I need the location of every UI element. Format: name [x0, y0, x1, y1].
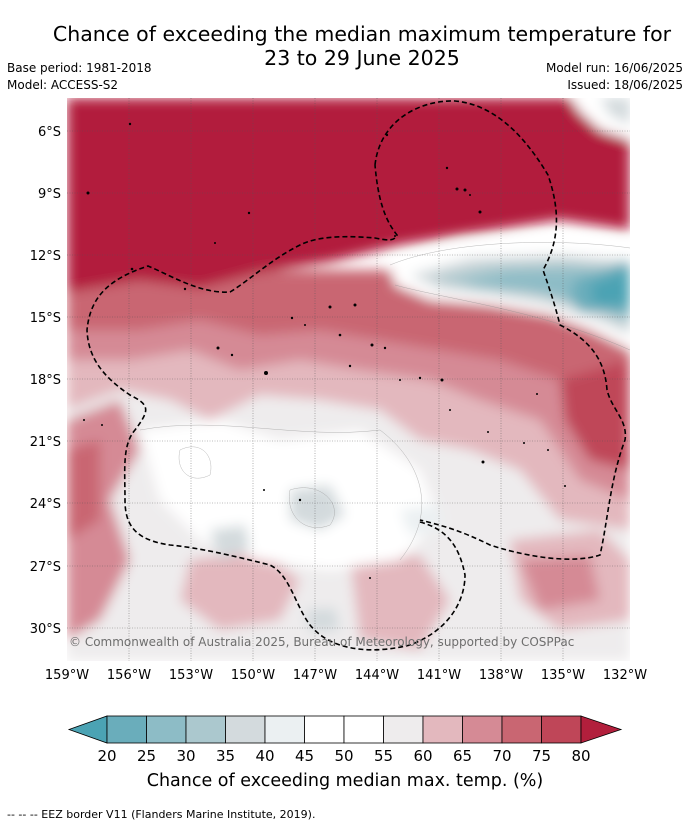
map-title: Chance of exceeding the median maximum t… — [0, 22, 690, 70]
lat-label: 27°S — [30, 560, 61, 575]
lat-label: 6°S — [38, 125, 61, 140]
colorbar-tick-label: 35 — [216, 747, 235, 765]
colorbar-segment — [462, 715, 503, 744]
eez-border — [86, 100, 627, 651]
colorbar-label: Chance of exceeding median max. temp. (%… — [146, 771, 544, 791]
lon-label: 132°W — [603, 668, 647, 683]
lon-label: 144°W — [355, 668, 399, 683]
colorbar-segment — [185, 715, 226, 744]
colorbar-tick-label: 45 — [295, 747, 314, 765]
model-name: Model: ACCESS-S2 — [7, 78, 119, 92]
colorbar-segment — [383, 715, 424, 744]
colorbar-extend-low — [67, 715, 108, 744]
lat-label: 24°S — [30, 497, 61, 512]
colorbar-segment — [146, 715, 187, 744]
colorbar-tick-label: 20 — [97, 747, 116, 765]
issued-date: Issued: 18/06/2025 — [567, 78, 683, 92]
copyright-text: © Commonwealth of Australia 2025, Bureau… — [69, 635, 574, 649]
colorbar-tick-label: 30 — [176, 747, 195, 765]
colorbar-tick-label: 60 — [413, 747, 432, 765]
colorbar-segment — [264, 715, 305, 744]
lon-label: 138°W — [479, 668, 523, 683]
colorbar-segment — [501, 715, 542, 744]
colorbar-tick-label: 80 — [571, 747, 590, 765]
colorbar-segment — [225, 715, 266, 744]
lat-label: 30°S — [30, 622, 61, 637]
colorbar-extend-high — [580, 715, 623, 744]
lon-label: 147°W — [293, 668, 337, 683]
colorbar-segment — [541, 715, 582, 744]
colorbar-tick-label: 70 — [492, 747, 511, 765]
lon-label: 153°W — [169, 668, 213, 683]
colorbar: 20 25 30 35 40 45 50 55 60 65 70 75 80 — [67, 715, 623, 765]
longitude-labels: 159°W 156°W 153°W 150°W 147°W 144°W 141°… — [45, 668, 647, 683]
lat-label: 12°S — [30, 249, 61, 264]
colorbar-segment — [304, 715, 345, 744]
colorbar-segment — [343, 715, 384, 744]
base-period: Base period: 1981-2018 — [7, 61, 152, 75]
colorbar-tick-label: 40 — [255, 747, 274, 765]
lat-label: 18°S — [30, 373, 61, 388]
islands — [83, 122, 566, 579]
colorbar-segment — [422, 715, 463, 744]
lon-label: 156°W — [107, 668, 151, 683]
latitude-labels: 6°S 9°S 12°S 15°S 18°S 21°S 24°S 27°S 30… — [30, 125, 61, 637]
eez-footnote: -- -- -- EEZ border V11 (Flanders Marine… — [7, 808, 316, 821]
lon-label: 141°W — [417, 668, 461, 683]
colorbar-tick-label: 65 — [453, 747, 472, 765]
title-line-2: 23 to 29 June 2025 — [264, 46, 460, 70]
lon-label: 135°W — [541, 668, 585, 683]
title-line-1: Chance of exceeding the median maximum t… — [52, 22, 672, 46]
colorbar-tick-label: 55 — [374, 747, 393, 765]
lat-label: 21°S — [30, 435, 61, 450]
probability-field: © Commonwealth of Australia 2025, Bureau… — [67, 98, 630, 661]
colorbar-tick-label: 75 — [532, 747, 551, 765]
lat-label: 9°S — [38, 187, 61, 202]
lon-label: 159°W — [45, 668, 89, 683]
right-meta: Model run: 16/06/2025 Issued: 18/06/2025 — [546, 60, 683, 94]
colorbar-tick-label: 25 — [137, 747, 156, 765]
colorbar-tick-label: 50 — [334, 747, 353, 765]
left-meta: Base period: 1981-2018 Model: ACCESS-S2 — [7, 60, 152, 94]
lon-label: 150°W — [231, 668, 275, 683]
colorbar-segment — [106, 715, 147, 744]
lat-label: 15°S — [30, 311, 61, 326]
model-run: Model run: 16/06/2025 — [545, 61, 683, 75]
